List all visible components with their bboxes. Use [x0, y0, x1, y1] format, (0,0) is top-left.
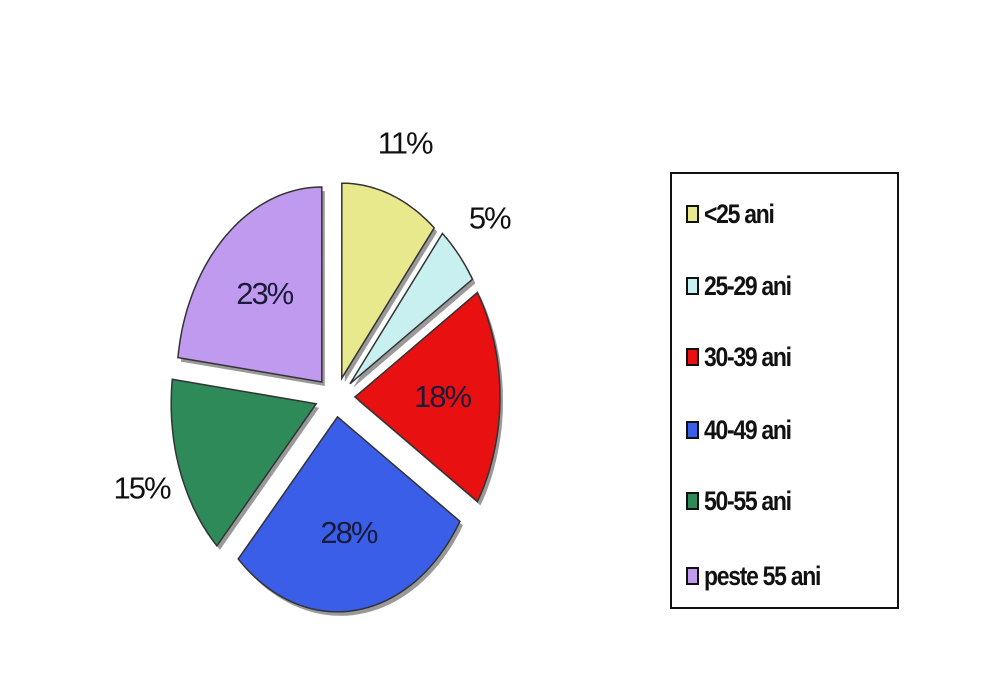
data-label: 11% — [378, 125, 433, 160]
legend-label: peste 55 ani — [704, 560, 821, 591]
pie-slice — [177, 186, 323, 383]
pie-slice — [353, 291, 501, 503]
legend-label: 50-55 ani — [704, 485, 792, 516]
pie-slice — [341, 182, 436, 381]
legend-label: 30-39 ani — [704, 341, 792, 372]
legend-item: 50-55 ani — [686, 486, 806, 516]
legend-swatch — [686, 205, 699, 223]
legend-swatch — [686, 348, 699, 366]
data-label: 28% — [320, 515, 377, 550]
legend-label: 25-29 ani — [704, 270, 792, 301]
data-label: 15% — [114, 470, 171, 505]
pie-slice — [170, 378, 318, 548]
legend-item: 30-39 ani — [686, 342, 806, 372]
pie-slice — [349, 232, 474, 385]
legend-item: peste 55 ani — [686, 561, 841, 591]
data-label: 5% — [469, 201, 511, 236]
legend-label: <25 ani — [704, 198, 775, 229]
legend-item: <25 ani — [686, 199, 786, 229]
pie-slice — [237, 415, 461, 613]
legend-label: 40-49 ani — [704, 414, 792, 445]
legend-item: 40-49 ani — [686, 415, 806, 445]
legend: <25 ani 25-29 ani 30-39 ani 40-49 ani 50… — [670, 172, 899, 609]
legend-swatch — [686, 492, 699, 510]
data-label: 23% — [236, 276, 293, 311]
legend-swatch — [686, 421, 699, 439]
legend-item: 25-29 ani — [686, 271, 806, 301]
legend-swatch — [686, 567, 699, 585]
data-label: 18% — [414, 379, 471, 414]
legend-swatch — [686, 277, 699, 295]
